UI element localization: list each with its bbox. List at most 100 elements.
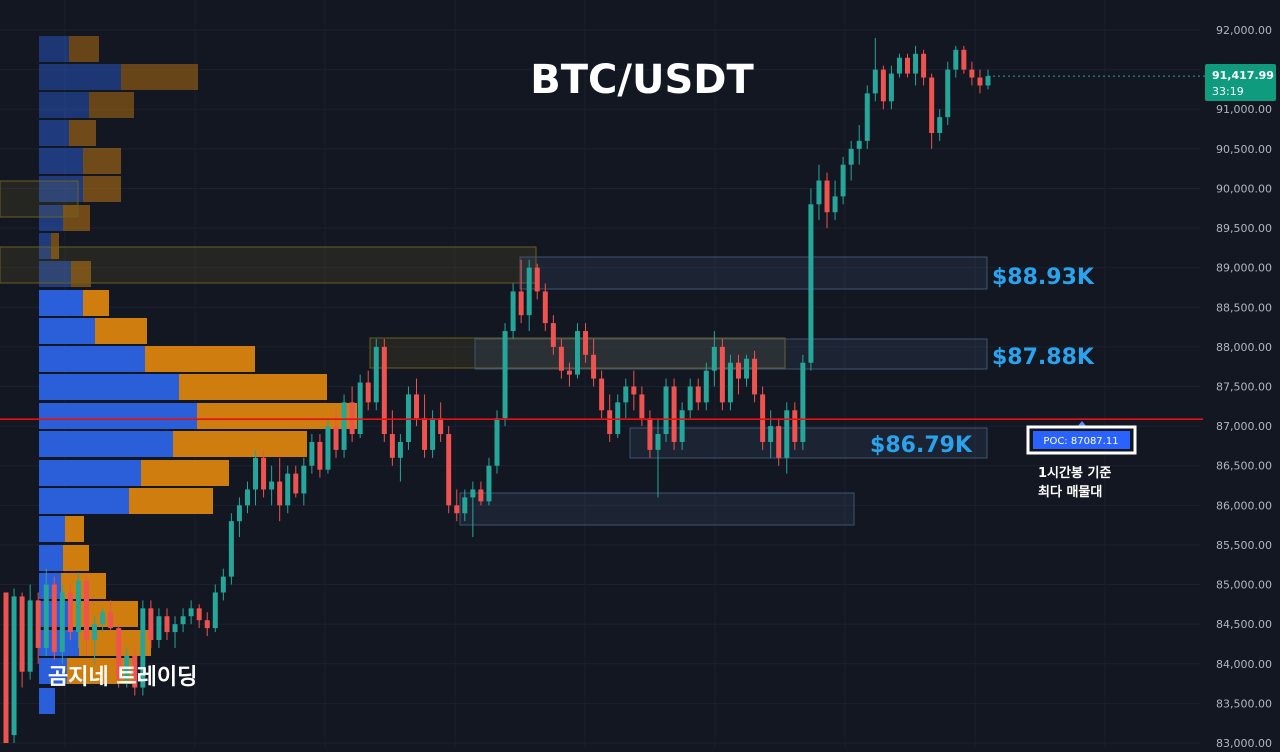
volume-buy-bar xyxy=(39,460,141,486)
candle-body xyxy=(188,608,194,617)
candle-body xyxy=(687,386,693,411)
candle-body xyxy=(888,73,894,102)
volume-sell-bar xyxy=(63,205,90,231)
candle-body xyxy=(75,580,81,633)
candle-body xyxy=(977,77,983,86)
candle-body xyxy=(309,441,315,466)
candle-body xyxy=(703,370,709,403)
volume-sell-bar xyxy=(83,148,121,174)
y-tick-label: 84,000.00 xyxy=(1216,658,1272,671)
volume-buy-bar xyxy=(39,64,121,90)
volume-buy-bar xyxy=(39,374,179,400)
candle-body xyxy=(389,434,395,458)
candle-body xyxy=(212,592,218,629)
candle-body xyxy=(518,291,524,316)
volume-buy-bar xyxy=(39,176,83,202)
candle-body xyxy=(253,457,259,490)
candle-body xyxy=(261,457,267,490)
candle-body xyxy=(591,354,597,379)
volume-buy-bar xyxy=(39,516,65,542)
candle-body xyxy=(792,410,798,442)
candle-body xyxy=(832,196,838,213)
candle-body xyxy=(164,616,170,633)
watermark-text: 곰지네 트레이딩 xyxy=(48,665,197,690)
candle-body xyxy=(478,489,484,502)
candle-body xyxy=(663,386,669,435)
candle-body xyxy=(236,505,242,522)
candle-body xyxy=(695,386,701,403)
y-tick-label: 86,500.00 xyxy=(1216,460,1272,473)
candle-body xyxy=(397,441,403,458)
candle-body xyxy=(856,140,862,149)
candle-body xyxy=(35,600,41,648)
candle-body xyxy=(172,624,178,633)
volume-buy-bar xyxy=(39,688,55,714)
y-tick-label: 92,000.00 xyxy=(1216,24,1272,37)
poc-badge xyxy=(1033,431,1130,449)
candle-body xyxy=(615,402,621,435)
volume-sell-bar xyxy=(179,374,327,400)
candle-body xyxy=(124,655,130,680)
last-price-badge xyxy=(1205,64,1276,101)
candle-body xyxy=(325,426,331,470)
y-tick-label: 88,500.00 xyxy=(1216,301,1272,314)
candle-body xyxy=(317,441,323,470)
candle-body xyxy=(929,77,935,133)
volume-sell-bar xyxy=(51,233,59,259)
volume-buy-bar xyxy=(39,346,145,372)
last-price-marker: 91,417.99 33:19 xyxy=(988,64,1276,101)
candle-body xyxy=(671,386,677,442)
y-tick-label: 83,000.00 xyxy=(1216,737,1272,748)
candle-body xyxy=(937,117,943,133)
candle-body xyxy=(607,410,613,435)
volume-sell-bar xyxy=(121,64,198,90)
candlestick-series xyxy=(3,37,991,743)
candle-body xyxy=(446,434,452,506)
candle-body xyxy=(19,596,25,672)
volume-sell-bar xyxy=(71,261,91,287)
volume-sell-bar xyxy=(83,176,121,202)
y-tick-label: 86,000.00 xyxy=(1216,499,1272,512)
level-label: $86.79K xyxy=(870,433,973,458)
candle-body xyxy=(285,473,291,506)
candle-body xyxy=(11,596,17,736)
candle-body xyxy=(776,426,782,458)
candle-body xyxy=(494,418,500,466)
y-tick-label: 87,000.00 xyxy=(1216,420,1272,433)
candle-body xyxy=(196,608,202,621)
candle-body xyxy=(550,323,556,347)
y-tick-label: 89,000.00 xyxy=(1216,262,1272,275)
zone-box xyxy=(0,246,537,284)
candle-body xyxy=(985,76,991,86)
volume-buy-bar xyxy=(39,233,51,259)
volume-sell-bar xyxy=(95,318,147,344)
candle-body xyxy=(244,489,250,506)
y-tick-label: 88,000.00 xyxy=(1216,341,1272,354)
candle-body xyxy=(542,291,548,324)
volume-sell-bar xyxy=(69,36,99,62)
y-tick-label: 83,500.00 xyxy=(1216,697,1272,710)
candle-body xyxy=(220,576,226,593)
candle-body xyxy=(631,386,637,395)
y-tick-label: 90,500.00 xyxy=(1216,143,1272,156)
candle-body xyxy=(148,608,154,641)
price-axis: 92,000.0091,500.0091,000.0090,500.0090,0… xyxy=(1216,24,1272,750)
candle-body xyxy=(760,394,766,442)
volume-buy-bar xyxy=(39,403,197,429)
poc-note-line2: 최다 매물대 xyxy=(1038,484,1102,500)
candle-body xyxy=(349,402,355,435)
volume-buy-bar xyxy=(39,545,63,571)
candle-body xyxy=(727,362,733,403)
candle-body xyxy=(502,331,508,419)
candle-body xyxy=(945,69,951,118)
candle-body xyxy=(768,426,774,442)
candle-body xyxy=(228,521,234,577)
candle-body xyxy=(566,370,572,375)
candle-body xyxy=(293,473,299,494)
volume-sell-bar xyxy=(63,545,89,571)
volume-sell-bar xyxy=(173,431,307,457)
candle-body xyxy=(132,655,138,688)
y-tick-label: 90,000.00 xyxy=(1216,182,1272,195)
